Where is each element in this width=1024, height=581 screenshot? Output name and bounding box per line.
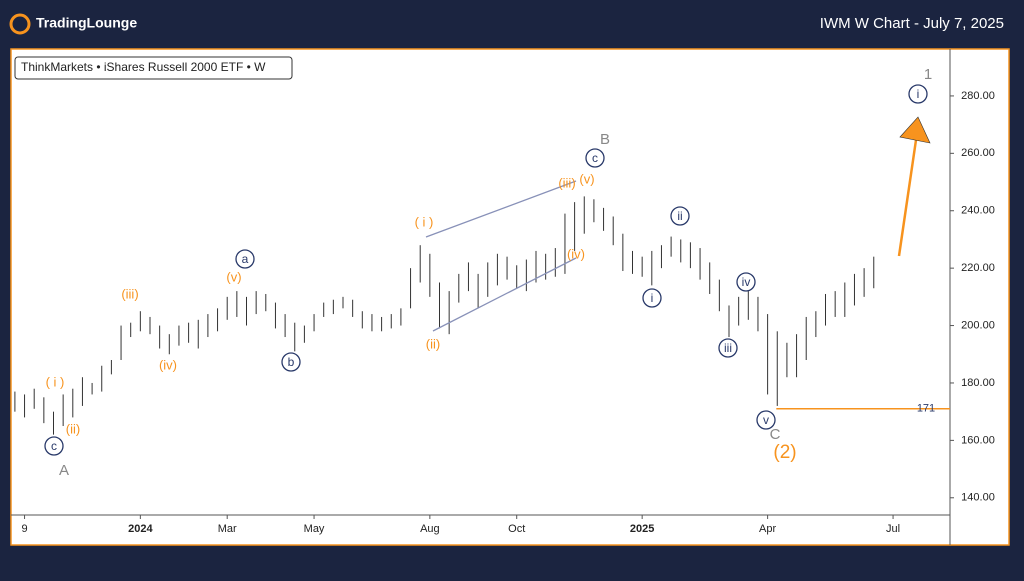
wave-label: ii (677, 209, 682, 223)
wave-circle (281, 352, 301, 372)
wave-label: (ii) (66, 421, 80, 436)
header-title: IWM W Chart - July 7, 2025 (820, 15, 1004, 32)
projection-line (897, 139, 918, 257)
wave-circle (44, 436, 64, 456)
wave-circle (670, 206, 690, 226)
wave-label: (iv) (159, 357, 177, 372)
wave-label: (iii) (558, 175, 575, 190)
wave-label: (2) (773, 442, 796, 463)
channel-lower (432, 257, 577, 332)
wave-circle (642, 288, 662, 308)
wave-label: A (59, 462, 69, 479)
legend-box (14, 56, 293, 80)
wave-label: i (917, 87, 920, 101)
wave-label: c (51, 439, 57, 453)
wave-label: (iii) (121, 286, 138, 301)
chart-frame (10, 48, 1010, 546)
wave-circle (756, 410, 776, 430)
x-tick-label: Aug (420, 523, 440, 535)
wave-label: (ii) (426, 336, 440, 351)
wave-label: B (600, 131, 610, 148)
y-tick-label: 180.00 (961, 377, 995, 389)
x-tick-label: 2024 (128, 523, 153, 535)
x-tick-label: Oct (508, 523, 525, 535)
x-tick-label: 2025 (630, 523, 654, 535)
x-tick-label: Apr (759, 523, 776, 535)
wave-label: v (763, 413, 769, 427)
y-tick-label: 260.00 (961, 147, 995, 159)
wave-label: a (242, 252, 249, 266)
wave-label: iii (724, 341, 732, 355)
plot: 140.00 160.00 180.00 200.00 220.00 240.00 260.… (14, 66, 995, 535)
wave-label: b (288, 355, 295, 369)
wave-label: (iv) (567, 246, 585, 261)
x-tick-label: Jul (886, 523, 900, 535)
x-tick-label: May (304, 523, 325, 535)
logo-icon (9, 13, 31, 35)
wave-label: ( i ) (46, 374, 65, 389)
wave-label: c (592, 151, 598, 165)
x-tick-label: 9 (21, 523, 27, 535)
wave-circle (585, 148, 605, 168)
legend-text: ThinkMarkets • iShares Russell 2000 ETF … (21, 60, 266, 74)
wave-circle (736, 272, 756, 292)
y-tick-label: 220.00 (961, 262, 995, 274)
wave-label: C (770, 426, 781, 443)
x-tick-label: Mar (218, 523, 237, 535)
y-tick-label: 240.00 (961, 205, 995, 217)
y-tick-label: 140.00 (961, 492, 995, 504)
channel-upper (425, 180, 577, 238)
wave-label: i (651, 291, 654, 305)
wave-circle (908, 84, 928, 104)
y-tick-label: 280.00 (961, 90, 995, 102)
wave-circle (235, 249, 255, 269)
wave-label: (v) (226, 269, 241, 284)
level-label: 171 (917, 403, 935, 415)
wave-label: iv (742, 275, 751, 289)
y-tick-label: 200.00 (961, 319, 995, 331)
wave-label: (v) (579, 171, 594, 186)
logo: TradingLounge (36, 15, 137, 31)
projection-arrowhead (899, 116, 931, 144)
wave-label: ( i ) (415, 214, 434, 229)
y-tick-label: 160.00 (961, 434, 995, 446)
wave-circle (718, 338, 738, 358)
wave-label: 1 (924, 66, 932, 83)
